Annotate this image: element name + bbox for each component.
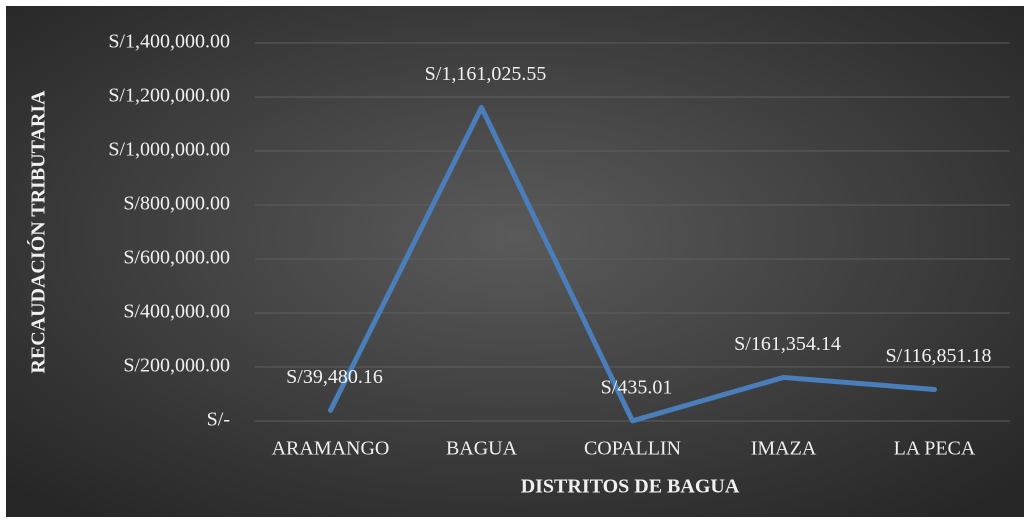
x-tick-label: BAGUA	[446, 438, 518, 460]
y-tick-label: S/1,000,000.00	[108, 139, 230, 161]
data-label: S/435.01	[601, 376, 673, 398]
data-label: S/161,354.14	[734, 333, 841, 355]
y-tick-label: S/1,400,000.00	[108, 31, 230, 53]
y-axis-title: RECAUDACIÓN TRIBUTARIA	[26, 90, 50, 374]
data-label: S/116,851.18	[886, 345, 992, 367]
chart-background	[6, 6, 1024, 517]
y-tick-label: S/-	[207, 409, 230, 431]
y-tick-label: S/800,000.00	[123, 193, 230, 215]
x-tick-label: COPALLIN	[584, 438, 681, 460]
x-tick-label: LA PECA	[894, 438, 976, 460]
y-tick-label: S/400,000.00	[123, 301, 230, 323]
x-tick-label: IMAZA	[751, 438, 817, 460]
y-tick-label: S/1,200,000.00	[108, 85, 230, 107]
data-label: S/39,480.16	[286, 366, 383, 388]
x-axis-title: DISTRITOS DE BAGUA	[521, 476, 740, 498]
data-label: S/1,161,025.55	[425, 63, 547, 85]
x-tick-label: ARAMANGO	[272, 438, 390, 460]
y-tick-label: S/600,000.00	[123, 247, 230, 269]
y-tick-label: S/200,000.00	[123, 355, 230, 377]
data-line	[328, 105, 937, 424]
